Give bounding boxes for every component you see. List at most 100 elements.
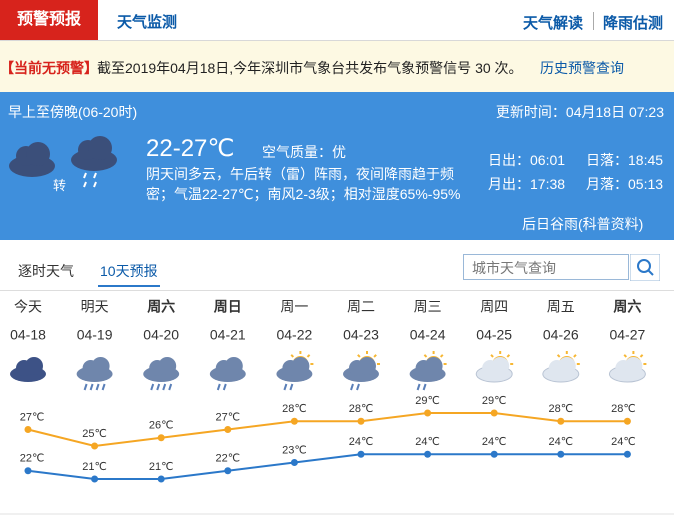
temp-label: 23℃ xyxy=(282,444,307,456)
day-label: 明天 xyxy=(81,299,109,315)
today-icons xyxy=(9,136,117,188)
temp-point xyxy=(24,426,32,433)
temp-label: 24℃ xyxy=(611,436,636,448)
raindrop xyxy=(150,383,155,391)
warning-text: 截至2019年04月18日,今年深圳市气象台共发布气象预警信号 30 次。 xyxy=(97,60,523,76)
temp-label: 24℃ xyxy=(482,436,507,448)
weather-icon xyxy=(475,351,514,383)
date-label: 04-22 xyxy=(276,327,312,343)
sun-ray xyxy=(639,354,644,358)
temp-label: 28℃ xyxy=(282,403,307,415)
cloud xyxy=(25,357,43,375)
tab[interactable]: 逐时天气 xyxy=(18,263,74,279)
sunrise: 日出：06:01 xyxy=(488,152,566,168)
temp-label: 29℃ xyxy=(482,395,507,407)
weather-icon xyxy=(608,351,647,383)
date-label: 04-25 xyxy=(476,327,512,343)
history-link[interactable]: 历史预警查询 xyxy=(540,60,624,76)
weather-icon xyxy=(343,351,380,391)
temp-line xyxy=(27,453,628,480)
cloud xyxy=(91,357,110,375)
description: 阴天间多云，午后转（雷）阵雨，夜间降雨趋于频密；气温22-27℃；南风2-3级；… xyxy=(146,166,461,202)
tab-underline xyxy=(98,285,160,287)
temp-point xyxy=(91,475,99,483)
sun-ray xyxy=(373,354,377,358)
cloud xyxy=(224,357,243,375)
weather-icon xyxy=(10,357,46,382)
date-label: 04-27 xyxy=(609,327,645,343)
raindrop xyxy=(216,383,221,391)
raindrop xyxy=(101,383,106,391)
temp-point xyxy=(557,417,565,425)
raindrop xyxy=(89,383,94,391)
temp-label: 22℃ xyxy=(20,453,45,465)
day-label: 周六 xyxy=(147,299,175,315)
day-label: 周二 xyxy=(347,299,375,315)
sun-ray xyxy=(306,354,311,358)
link[interactable]: 降雨估测 xyxy=(603,15,664,32)
weather-icon xyxy=(143,357,180,391)
tab-active[interactable]: 10天预报 xyxy=(100,263,158,279)
sun-ray xyxy=(290,354,295,358)
cloud xyxy=(624,357,643,375)
search-button[interactable] xyxy=(630,254,660,281)
sun-ray xyxy=(623,354,628,358)
air-quality: 空气质量：优 xyxy=(262,144,346,160)
date-label: 04-23 xyxy=(343,327,379,343)
temp-label: 28℃ xyxy=(611,403,636,415)
temp-point xyxy=(490,450,498,458)
date-label: 04-19 xyxy=(77,327,113,343)
weather-icon xyxy=(409,351,447,391)
tab-active[interactable]: 预警预报 xyxy=(0,0,98,40)
temp-line xyxy=(27,412,628,448)
date-label: 04-20 xyxy=(143,327,179,343)
temp-point xyxy=(290,417,298,425)
cloud xyxy=(424,357,443,375)
raindrop xyxy=(350,383,354,391)
moonset: 月落：05:13 xyxy=(586,176,664,192)
day-label: 今天 xyxy=(14,299,42,315)
temp-point xyxy=(557,450,565,458)
today-panel: 早上至傍晚(06-20时) 更新时间：04月18日 07:23 转 22-27℃… xyxy=(0,92,674,240)
sun-ray xyxy=(506,354,511,358)
transition: 转 xyxy=(53,178,67,193)
header: 预警预报 天气监测 天气解读 降雨估测 xyxy=(0,0,674,41)
day-label: 周五 xyxy=(547,299,575,315)
raindrop xyxy=(83,383,88,391)
cloud xyxy=(557,357,576,375)
sun-ray xyxy=(423,354,428,358)
raindrop xyxy=(95,383,100,391)
period: 早上至傍晚(06-20时) xyxy=(8,104,138,120)
temp-point xyxy=(157,475,165,483)
sun-ray xyxy=(556,354,561,358)
day-label: 周六 xyxy=(613,299,641,315)
weather-icon xyxy=(209,357,246,391)
temp-label: 28℃ xyxy=(349,403,374,415)
temp-point xyxy=(357,450,365,458)
sun-ray xyxy=(573,354,577,358)
cloud xyxy=(491,357,510,375)
temp-point xyxy=(24,467,32,475)
cloud xyxy=(291,357,310,375)
cloud xyxy=(358,357,376,375)
temp-point xyxy=(623,450,631,458)
temp-label: 24℃ xyxy=(415,436,440,448)
raindrop xyxy=(156,383,161,391)
forecast-chart: 今天 04-18 明天 04-19 周六 04-20 周日 04-21 周一 04-22 周二 04-… xyxy=(0,299,674,515)
sun-ray xyxy=(490,354,494,358)
separator xyxy=(593,12,594,30)
link[interactable]: 天气解读 xyxy=(523,15,584,32)
date-label: 04-18 xyxy=(10,327,46,343)
temp-point xyxy=(290,459,298,466)
raindrop xyxy=(222,383,227,391)
temp-point xyxy=(91,442,99,450)
sun-ray xyxy=(439,354,444,358)
note-link[interactable]: 后日谷雨(科普资料) xyxy=(522,216,644,232)
tab[interactable]: 天气监测 xyxy=(117,14,178,31)
temp-point xyxy=(224,467,232,475)
temp-label: 29℃ xyxy=(415,395,440,407)
date-label: 04-26 xyxy=(543,327,579,343)
raindrop xyxy=(283,383,288,391)
temp-label: 28℃ xyxy=(549,403,574,415)
search-input[interactable]: 城市天气查询 xyxy=(463,254,629,280)
